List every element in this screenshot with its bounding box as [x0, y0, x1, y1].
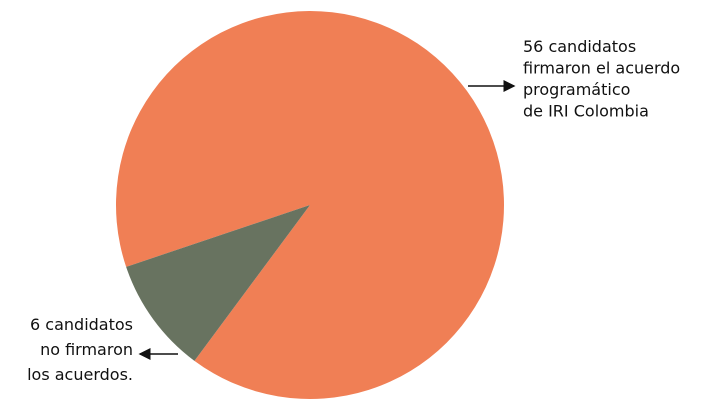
slice-label: no firmaron	[40, 340, 133, 359]
slice-label: firmaron el acuerdo	[523, 59, 680, 78]
slice-label: programático	[523, 80, 630, 99]
slice-label: 6 candidatos	[30, 315, 133, 334]
slice	[115, 10, 504, 399]
slice-label: 56 candidatos	[523, 37, 636, 56]
pie	[115, 10, 504, 399]
slice-label: los acuerdos.	[27, 365, 133, 384]
labels: 56 candidatos firmaron el acuerdo programá…	[27, 37, 680, 384]
slice-label: de IRI Colombia	[523, 102, 649, 121]
slice	[126, 205, 310, 361]
